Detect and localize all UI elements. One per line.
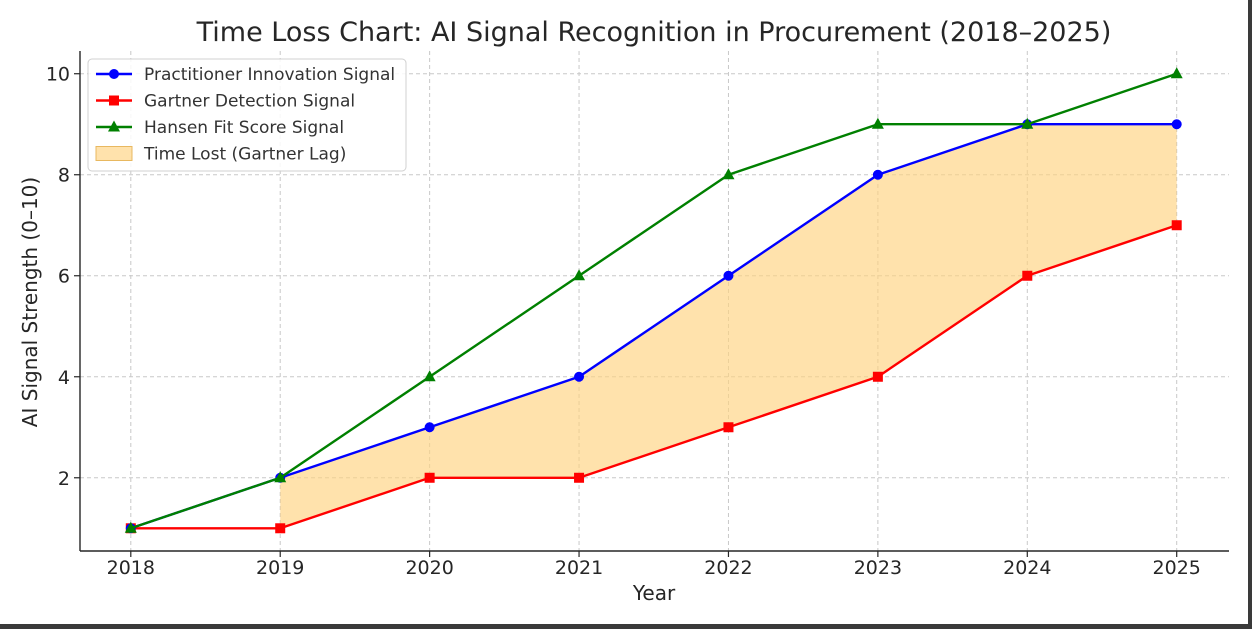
- data-point-hansen-fit-score-signal-2022: [722, 168, 735, 180]
- data-point-hansen-fit-score-signal-2023: [871, 117, 884, 129]
- data-point-gartner-detection-signal-2025: [1171, 220, 1182, 231]
- x-tick-label-2019: 2019: [256, 557, 304, 579]
- series-line-gartner-detection-signal: [130, 224, 1178, 530]
- legend-entry-practitioner-innovation-signal: Practitioner Innovation Signal: [96, 65, 395, 85]
- y-tick-label-4: 4: [58, 367, 70, 389]
- time-lost-fill-area: [280, 124, 1177, 529]
- x-tick-label-2022: 2022: [704, 557, 752, 579]
- data-point-practitioner-innovation-signal-2025: [1171, 119, 1182, 130]
- data-point-hansen-fit-score-signal-2020: [423, 370, 436, 382]
- fill-area-layer: [280, 124, 1177, 529]
- y-tick-label-6: 6: [58, 266, 70, 288]
- x-tick-label-2024: 2024: [1003, 557, 1051, 579]
- y-tick-label-8: 8: [58, 165, 70, 187]
- legend-patch-time-lost-gartner-lag: [95, 146, 133, 161]
- legend-marker-gartner-detection-signal: [109, 95, 119, 106]
- data-point-practitioner-innovation-signal-2021: [574, 371, 585, 382]
- data-point-gartner-detection-signal-2019: [275, 523, 286, 534]
- data-point-hansen-fit-score-signal-2024: [1021, 117, 1034, 129]
- x-tick-label-2018: 2018: [107, 557, 155, 579]
- axes: [79, 51, 1229, 552]
- series-line-practitioner-innovation-signal: [130, 123, 1177, 530]
- x-axis-label: Year: [632, 581, 676, 605]
- legend-entry-hansen-fit-score-signal: Hansen Fit Score Signal: [96, 118, 344, 138]
- x-tick-label-2025: 2025: [1153, 557, 1201, 579]
- data-point-hansen-fit-score-signal-2018: [124, 521, 137, 533]
- data-point-gartner-detection-signal-2024: [1022, 270, 1033, 281]
- x-tick-label-2023: 2023: [854, 557, 902, 579]
- series-gartner-detection-signal: [125, 220, 1182, 534]
- legend-entry-gartner-detection-signal: Gartner Detection Signal: [96, 92, 355, 112]
- tick-labels: 2018 2019 2020 2021 2022 2023 2024 2025 2 4 6 8 10: [46, 64, 1201, 579]
- series-layer: [124, 67, 1183, 534]
- y-tick-label-2: 2: [58, 468, 70, 490]
- data-point-practitioner-innovation-signal-2020: [424, 422, 435, 433]
- legend-label-time-lost-gartner-lag: Time Lost (Gartner Lag): [143, 145, 346, 165]
- legend-marker-practitioner-innovation-signal: [109, 69, 119, 79]
- series-hansen-fit-score-signal: [124, 67, 1183, 533]
- legend: Practitioner Innovation Signal Gartner De…: [87, 58, 407, 172]
- legend-marker-hansen-fit-score-signal: [108, 120, 120, 132]
- x-tick-label-2020: 2020: [405, 557, 453, 579]
- data-point-practitioner-innovation-signal-2023: [872, 169, 883, 180]
- data-point-hansen-fit-score-signal-2021: [573, 269, 586, 281]
- legend-label-practitioner-innovation-signal: Practitioner Innovation Signal: [144, 65, 395, 85]
- data-point-hansen-fit-score-signal-2025: [1170, 67, 1183, 79]
- data-point-practitioner-innovation-signal-2022: [723, 270, 734, 281]
- legend-box: [87, 58, 407, 172]
- chart-title: Time Loss Chart: AI Signal Recognition i…: [196, 17, 1112, 48]
- data-point-gartner-detection-signal-2020: [424, 472, 435, 483]
- data-point-hansen-fit-score-signal-2019: [274, 471, 287, 483]
- legend-label-hansen-fit-score-signal: Hansen Fit Score Signal: [144, 118, 344, 138]
- y-tick-label-10: 10: [46, 64, 70, 86]
- legend-entry-time-lost-gartner-lag: Time Lost (Gartner Lag): [95, 145, 346, 165]
- legend-label-gartner-detection-signal: Gartner Detection Signal: [144, 92, 355, 112]
- series-line-hansen-fit-score-signal: [130, 72, 1178, 530]
- data-point-gartner-detection-signal-2023: [872, 371, 883, 382]
- data-point-gartner-detection-signal-2021: [574, 472, 585, 483]
- data-point-gartner-detection-signal-2022: [723, 422, 734, 433]
- x-tick-label-2021: 2021: [555, 557, 603, 579]
- y-axis-label: AI Signal Strength (0–10): [18, 177, 42, 427]
